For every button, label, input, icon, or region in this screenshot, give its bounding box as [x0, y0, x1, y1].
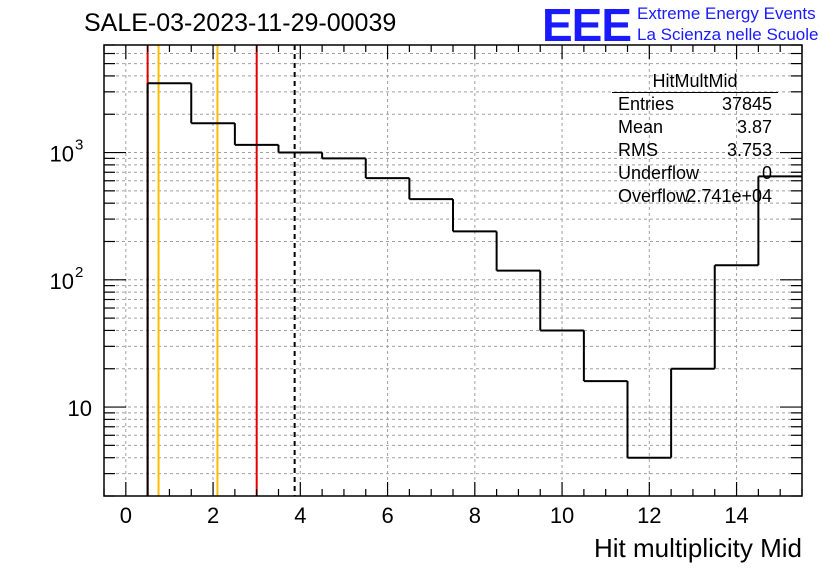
x-tick-label: 12 — [637, 503, 661, 528]
stats-value: 3.753 — [726, 140, 772, 160]
y-tick-label: 10 — [50, 269, 74, 294]
stats-title: HitMultMid — [612, 72, 778, 93]
stats-box: HitMultMid Entries 37845 Mean 3.87 RMS 3… — [612, 72, 778, 208]
x-tick-label: 6 — [381, 503, 393, 528]
stats-row-overflow: Overflow 2.741e+04 — [612, 185, 778, 208]
x-axis-label: Hit multiplicity Mid — [593, 533, 802, 563]
stats-key: Mean — [618, 117, 664, 137]
stats-row-entries: Entries 37845 — [612, 93, 778, 116]
stats-key: Underflow — [618, 163, 700, 183]
x-tick-label: 0 — [120, 503, 132, 528]
stats-value: 37845 — [721, 94, 772, 114]
run-title: SALE-03-2023-11-29-00039 — [84, 9, 397, 37]
x-tick-label: 10 — [550, 503, 574, 528]
stats-key: RMS — [618, 140, 658, 160]
histogram-bars — [146, 82, 802, 496]
stats-key: Entries — [618, 94, 675, 114]
x-tick-label: 2 — [207, 503, 219, 528]
logo-subtitle-2: La Scienza nelle Scuole — [637, 25, 819, 44]
y-tick-label: 10 — [50, 142, 74, 167]
x-tick-label: 8 — [469, 503, 481, 528]
stats-row-underflow: Underflow 0 — [612, 162, 778, 185]
y-tick-exponent: 3 — [75, 137, 83, 154]
x-tick-label: 4 — [294, 503, 306, 528]
stats-row-mean: Mean 3.87 — [612, 116, 778, 139]
x-tick-label: 14 — [724, 503, 748, 528]
y-tick-exponent: 2 — [75, 264, 83, 281]
eee-logo: EEE — [542, 0, 632, 51]
stats-key: Overflow — [618, 186, 690, 206]
stats-value: 0 — [761, 163, 772, 183]
logo-subtitle-1: Extreme Energy Events — [637, 4, 816, 23]
stats-value: 3.87 — [736, 117, 772, 137]
marker-lines — [146, 45, 296, 496]
stats-value: 2.741e+04 — [686, 186, 772, 206]
y-tick-label: 10 — [68, 396, 92, 421]
stats-row-rms: RMS 3.753 — [612, 139, 778, 162]
